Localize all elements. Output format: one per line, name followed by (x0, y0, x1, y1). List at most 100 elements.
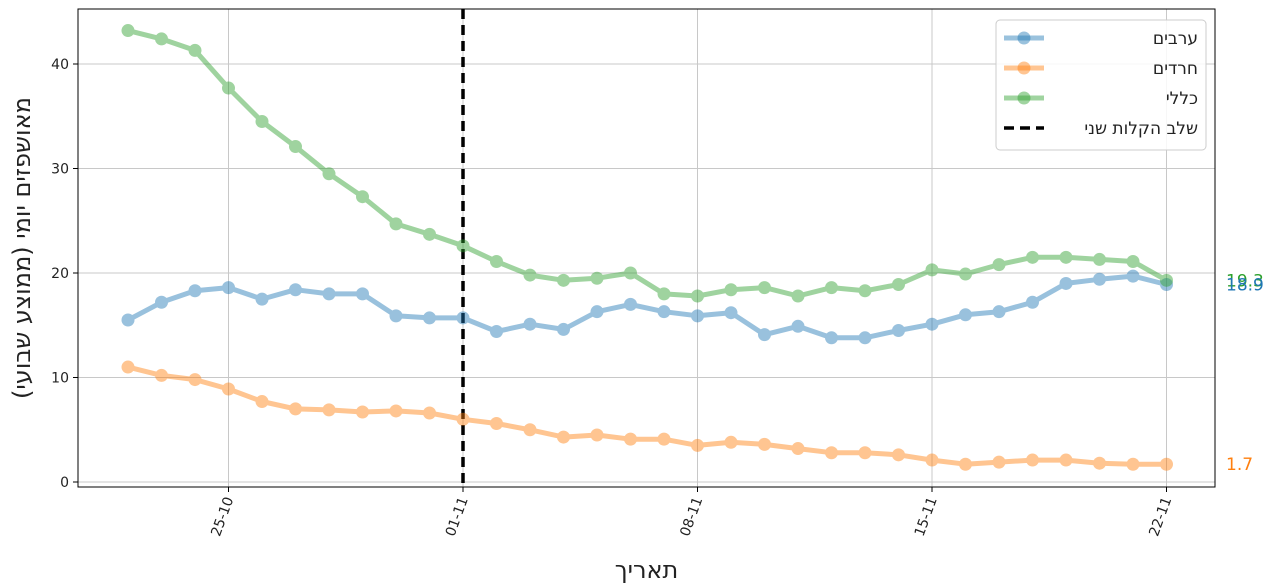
data-point (423, 311, 436, 325)
data-point (992, 258, 1006, 272)
series-line (125, 28, 1169, 299)
data-point (1059, 453, 1073, 467)
data-point (825, 446, 838, 460)
data-point (1093, 272, 1106, 286)
y-tick-label: 20 (51, 266, 69, 282)
data-point (456, 412, 470, 426)
x-tick-label: 15-11 (912, 495, 941, 539)
data-point (1160, 457, 1173, 471)
data-point (523, 423, 537, 437)
data-point (691, 309, 704, 323)
data-point (691, 438, 704, 452)
legend-box (995, 19, 1207, 151)
data-point (858, 331, 872, 345)
y-tick-label: 0 (60, 475, 69, 491)
data-point (825, 281, 838, 295)
legend-label: ערבים (1153, 29, 1198, 49)
data-point (356, 190, 369, 204)
legend-label: חרדים (1153, 59, 1198, 79)
data-point (1093, 456, 1106, 470)
data-point (791, 319, 805, 333)
data-point (724, 435, 738, 449)
data-point (590, 428, 604, 442)
end-label: 1.7 (1226, 455, 1253, 475)
data-point (389, 217, 403, 231)
data-point (892, 323, 905, 337)
series-layer (121, 24, 1173, 471)
legend-entry: חרדים (1004, 59, 1198, 79)
legend-entry: כללי (1004, 89, 1198, 109)
end-label: 19.3 (1226, 271, 1264, 291)
legend: ערבים חרדים כללי שלב הקלות שני (995, 19, 1207, 151)
data-point (255, 395, 269, 409)
x-tick-label: 22-11 (1146, 495, 1175, 539)
plot-frame (77, 8, 1216, 488)
data-point (1093, 252, 1106, 266)
data-point (1026, 453, 1039, 467)
data-point (490, 255, 503, 269)
series-0 (121, 269, 1173, 345)
data-point (624, 266, 637, 280)
data-point (1026, 295, 1039, 309)
data-point (992, 455, 1006, 469)
data-point (1026, 250, 1039, 264)
data-point (1126, 457, 1140, 471)
legend-marker (1017, 91, 1031, 105)
data-point (1059, 276, 1073, 290)
data-point (222, 281, 235, 295)
data-point (289, 140, 302, 154)
x-tick-label: 01-11 (443, 495, 472, 539)
series-1 (121, 360, 1173, 471)
data-point (155, 368, 168, 382)
data-point (959, 308, 972, 322)
y-axis-title: מאושפזים יומי (ממוצע שבועי) (8, 97, 36, 399)
data-point (356, 405, 369, 419)
data-point (1126, 255, 1140, 269)
data-point (1160, 273, 1173, 287)
data-point (624, 432, 637, 446)
y-tick-label: 10 (51, 371, 69, 387)
y-tick-label: 40 (51, 57, 69, 73)
data-point (925, 317, 939, 331)
x-axis-title: תאריך (615, 556, 679, 584)
data-point (557, 273, 570, 287)
data-point (255, 292, 269, 306)
data-point (121, 313, 135, 327)
data-point (791, 442, 805, 456)
data-point (1160, 277, 1173, 291)
series-line (125, 364, 1169, 467)
data-point (724, 306, 738, 320)
data-point (624, 297, 637, 311)
y-axis: 0 10 20 30 40 (51, 57, 78, 491)
data-point (188, 43, 202, 57)
data-point (557, 322, 570, 336)
data-point (322, 403, 336, 417)
data-point (289, 283, 302, 297)
data-point (1126, 269, 1140, 283)
data-point (523, 317, 537, 331)
data-point (657, 432, 671, 446)
data-point (423, 227, 436, 241)
data-point (490, 416, 503, 430)
x-axis: 25-10 01-11 08-11 15-11 22-11 (208, 487, 1175, 539)
data-point (423, 406, 436, 420)
data-point (322, 287, 336, 301)
data-point (523, 268, 537, 282)
data-point (724, 283, 738, 297)
legend-marker (1017, 61, 1031, 75)
data-point (758, 328, 771, 342)
data-point (155, 295, 168, 309)
series-2 (121, 24, 1173, 303)
data-point (222, 81, 235, 95)
data-point (758, 437, 771, 451)
data-point (389, 404, 403, 418)
data-point (825, 331, 838, 345)
grid-layer (78, 9, 1215, 487)
data-point (959, 457, 972, 471)
data-point (590, 271, 604, 285)
data-point (590, 305, 604, 319)
end-labels: 19.318.9 1.7 (1226, 271, 1264, 475)
legend-label: כללי (1166, 89, 1198, 109)
data-point (1059, 250, 1073, 264)
